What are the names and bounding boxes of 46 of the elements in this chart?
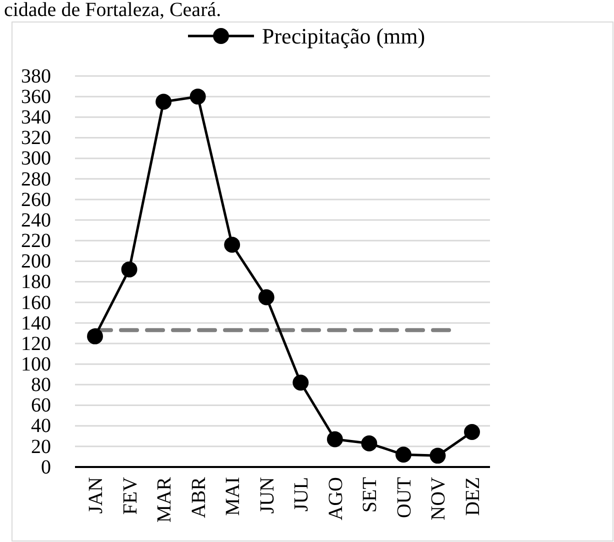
- y-tick-label: 100: [21, 354, 51, 376]
- x-tick-label: JUL: [290, 477, 313, 512]
- x-tick-label: JAN: [85, 477, 107, 514]
- y-tick-label: 200: [21, 250, 51, 273]
- y-tick-label: 320: [21, 127, 51, 150]
- y-tick-label: 160: [21, 292, 51, 314]
- point: [292, 374, 309, 391]
- x-tick-label: DEZ: [462, 477, 484, 516]
- x-tick-label: NOV: [428, 476, 450, 520]
- y-tick-label: 0: [41, 456, 51, 478]
- y-tick-label: 260: [21, 188, 51, 211]
- point: [224, 236, 240, 253]
- y-tick-label: 360: [21, 86, 51, 108]
- point: [190, 88, 206, 105]
- y-tick-label: 80: [31, 374, 51, 396]
- point: [464, 424, 480, 440]
- x-tick-label: OUT: [393, 477, 416, 518]
- point: [361, 435, 378, 452]
- y-tick-label: 40: [31, 415, 51, 438]
- y-tick-label: 280: [21, 168, 51, 190]
- x-tick-label: MAR: [154, 476, 176, 523]
- point: [430, 448, 446, 464]
- point: [87, 328, 103, 344]
- point: [258, 289, 274, 306]
- y-tick-label: 60: [31, 394, 51, 417]
- x-tick-label: ABR: [188, 476, 210, 518]
- x-tick-label: FEV: [119, 476, 142, 515]
- point: [395, 446, 412, 463]
- y-tick-label: 180: [21, 271, 51, 294]
- y-tick-label: 140: [21, 312, 51, 334]
- point: [121, 261, 138, 278]
- y-tick-label: 380: [21, 65, 51, 88]
- x-tick-label: AGO: [324, 477, 347, 520]
- point: [326, 431, 343, 448]
- x-tick-label: SET: [359, 477, 382, 513]
- y-tick-label: 20: [31, 436, 51, 458]
- y-tick-label: 340: [21, 106, 51, 129]
- chart-title: cidade de Fortaleza, Ceará.: [4, 0, 222, 21]
- x-tick-label: MAI: [222, 477, 244, 516]
- y-tick-label: 120: [21, 332, 51, 355]
- x-tick-label: JUN: [256, 477, 278, 514]
- y-tick-label: 300: [21, 148, 51, 170]
- y-tick-label: 220: [21, 230, 51, 252]
- point: [156, 94, 172, 110]
- legend-label: Precipitação (mm): [262, 24, 426, 49]
- y-tick-label: 240: [21, 209, 51, 232]
